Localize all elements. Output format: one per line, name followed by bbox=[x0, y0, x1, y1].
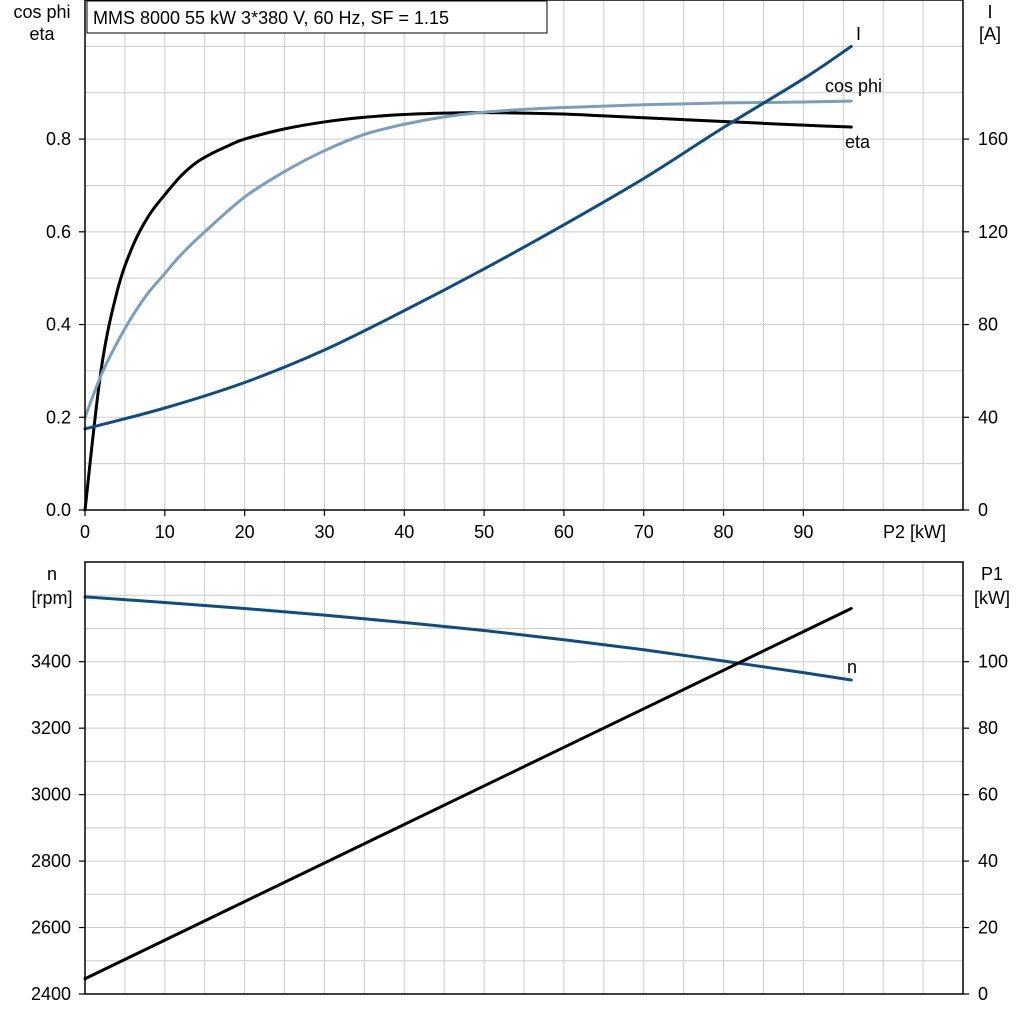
left-tick-label: 2600 bbox=[31, 918, 71, 938]
x-tick-label: 10 bbox=[155, 522, 175, 542]
series-cos-phi-label: cos phi bbox=[825, 76, 882, 96]
right-tick-label: 80 bbox=[978, 315, 998, 335]
series-eta-label: eta bbox=[845, 132, 871, 152]
x-tick-label: 30 bbox=[314, 522, 334, 542]
right-tick-label: 60 bbox=[978, 785, 998, 805]
left-tick-label: 3000 bbox=[31, 785, 71, 805]
left-tick-label: 0.6 bbox=[46, 222, 71, 242]
right-tick-label: 160 bbox=[978, 129, 1008, 149]
title-box bbox=[86, 0, 548, 34]
left-axis-label-line2: eta bbox=[29, 24, 55, 44]
left-tick-label: 3400 bbox=[31, 652, 71, 672]
lower-grid bbox=[85, 562, 963, 994]
right-tick-label: 120 bbox=[978, 222, 1008, 242]
x-tick-label: 0 bbox=[80, 522, 90, 542]
x-axis-label: P2 [kW] bbox=[883, 522, 946, 542]
series-n-line bbox=[83, 595, 853, 682]
speed-axis-label-line1: n bbox=[47, 564, 57, 584]
x-tick-label: 90 bbox=[793, 522, 813, 542]
left-tick-label: 2800 bbox=[31, 851, 71, 871]
series-cos-phi-line bbox=[83, 99, 853, 419]
left-tick-label: 3200 bbox=[31, 718, 71, 738]
left-tick-label: 0.4 bbox=[46, 315, 71, 335]
left-axis-label-line1: cos phi bbox=[13, 2, 70, 22]
upper-series bbox=[83, 44, 853, 512]
x-tick-label: 70 bbox=[634, 522, 654, 542]
left-tick-label: 2400 bbox=[31, 984, 71, 1004]
x-tick-label: 60 bbox=[554, 522, 574, 542]
right-tick-label: 100 bbox=[978, 652, 1008, 672]
chart-title: MMS 8000 55 kW 3*380 V, 60 Hz, SF = 1.15 bbox=[93, 8, 449, 28]
series-eta-line bbox=[83, 111, 853, 512]
x-tick-label: 40 bbox=[394, 522, 414, 542]
right-tick-label: 80 bbox=[978, 718, 998, 738]
right-axis-label-line1: I bbox=[987, 2, 992, 22]
lower-series bbox=[83, 595, 853, 981]
lower-plot: n 2400 2600 2800 3000 3200 3400 0 20 40 60 80 100 n… bbox=[31, 561, 1010, 1004]
upper-series-labels: eta cos phi I bbox=[825, 24, 882, 152]
x-tick-label: 50 bbox=[474, 522, 494, 542]
upper-grid bbox=[85, 0, 963, 510]
upper-tick-labels: 0.0 0.2 0.4 0.6 0.8 0 40 80 120 160 0 10 20 30 40 50 60 7… bbox=[46, 129, 1008, 542]
power-axis-label-line2: [kW] bbox=[974, 588, 1010, 608]
right-tick-label: 0 bbox=[978, 500, 988, 520]
x-tick-label: 20 bbox=[235, 522, 255, 542]
series-i-label: I bbox=[856, 24, 861, 44]
right-tick-label: 40 bbox=[978, 851, 998, 871]
left-tick-label: 0.8 bbox=[46, 129, 71, 149]
left-tick-label: 0.0 bbox=[46, 500, 71, 520]
power-axis-label-line1: P1 bbox=[981, 564, 1003, 584]
lower-tick-labels: 2400 2600 2800 3000 3200 3400 0 20 40 60 80 100 bbox=[31, 652, 1008, 1004]
right-tick-label: 40 bbox=[978, 407, 998, 427]
series-p1-line bbox=[83, 607, 853, 981]
series-i-line bbox=[83, 44, 853, 431]
right-tick-label: 20 bbox=[978, 918, 998, 938]
left-tick-label: 0.2 bbox=[46, 407, 71, 427]
upper-plot-frame bbox=[84, 0, 964, 511]
right-tick-label: 0 bbox=[978, 984, 988, 1004]
speed-axis-label-line2: [rpm] bbox=[31, 588, 72, 608]
lower-plot-frame bbox=[84, 561, 964, 995]
x-tick-label: 80 bbox=[714, 522, 734, 542]
lower-series-labels: n bbox=[847, 657, 857, 677]
series-n-label: n bbox=[847, 657, 857, 677]
right-axis-label-line2: [A] bbox=[979, 24, 1001, 44]
